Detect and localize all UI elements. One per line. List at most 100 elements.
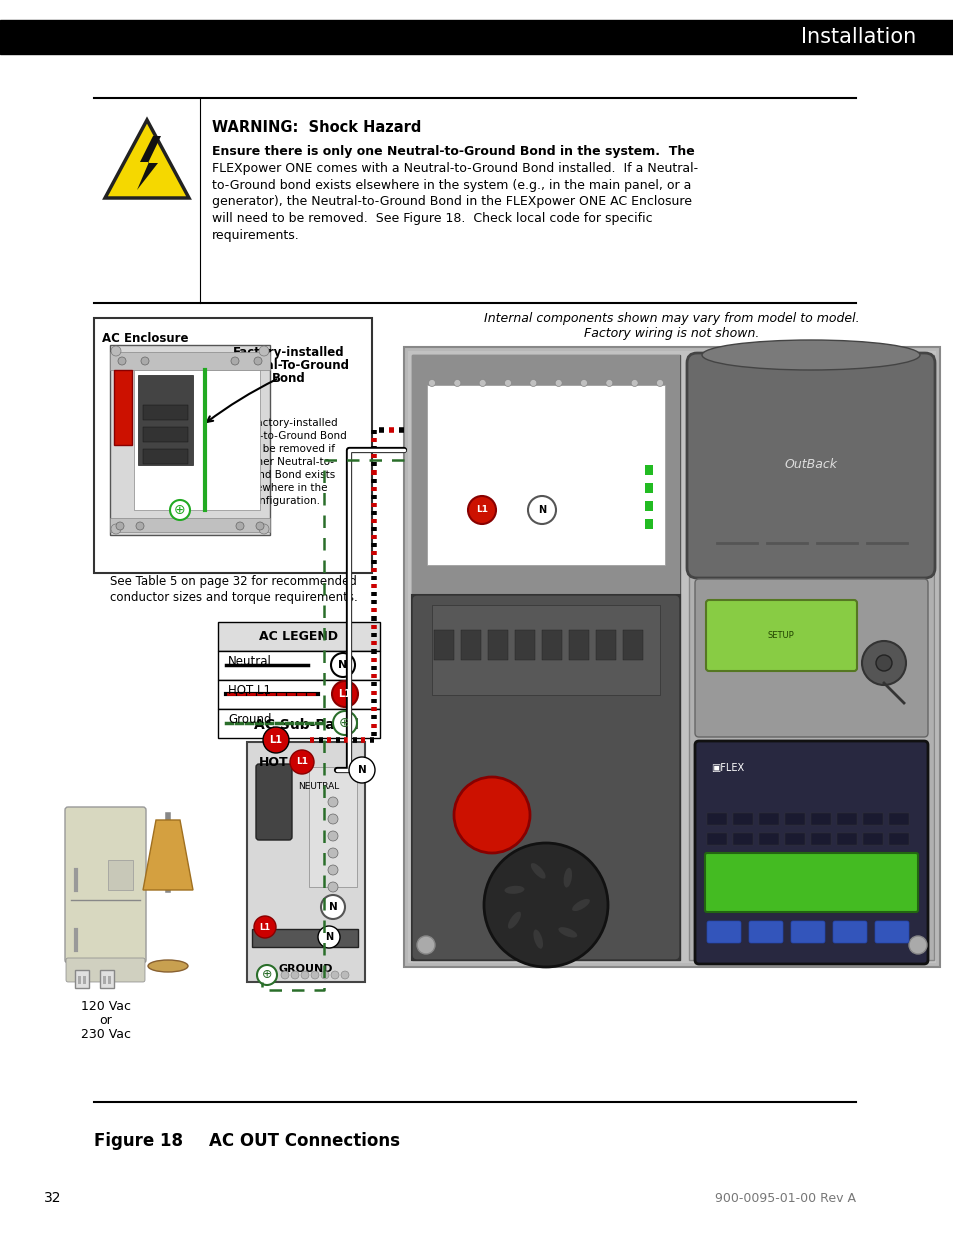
FancyBboxPatch shape bbox=[832, 921, 866, 944]
Bar bbox=[108, 860, 132, 890]
Bar bbox=[732, 832, 752, 845]
Text: L1: L1 bbox=[338, 689, 351, 699]
Circle shape bbox=[328, 848, 337, 858]
Text: must be removed if: must be removed if bbox=[233, 445, 335, 454]
Bar bbox=[138, 375, 193, 466]
Bar bbox=[732, 873, 752, 885]
Ellipse shape bbox=[533, 930, 542, 948]
Circle shape bbox=[256, 965, 276, 986]
Circle shape bbox=[320, 895, 345, 919]
Bar bbox=[113, 370, 132, 445]
Circle shape bbox=[331, 971, 338, 979]
Text: L1: L1 bbox=[295, 757, 308, 767]
Bar bbox=[541, 630, 561, 659]
Text: requirements.: requirements. bbox=[212, 228, 299, 242]
Circle shape bbox=[862, 641, 905, 685]
Bar bbox=[836, 893, 856, 905]
Bar bbox=[862, 873, 882, 885]
Text: Bond: Bond bbox=[272, 372, 306, 385]
Bar bbox=[412, 354, 679, 960]
Circle shape bbox=[235, 522, 244, 530]
Bar bbox=[732, 813, 752, 825]
Text: N: N bbox=[328, 902, 337, 911]
Bar bbox=[732, 893, 752, 905]
Bar bbox=[888, 832, 908, 845]
Bar bbox=[432, 605, 659, 695]
Bar bbox=[759, 832, 779, 845]
Circle shape bbox=[328, 831, 337, 841]
Ellipse shape bbox=[701, 340, 919, 370]
Bar bbox=[133, 370, 260, 510]
Text: N: N bbox=[357, 764, 366, 776]
Bar bbox=[403, 347, 939, 967]
Circle shape bbox=[529, 379, 537, 387]
Text: Neutral-to-Ground Bond: Neutral-to-Ground Bond bbox=[221, 431, 347, 441]
Circle shape bbox=[328, 864, 337, 876]
Bar bbox=[75, 969, 89, 988]
Text: N: N bbox=[537, 505, 545, 515]
Bar bbox=[568, 630, 588, 659]
Circle shape bbox=[416, 936, 435, 953]
Bar bbox=[83, 976, 86, 984]
Bar bbox=[784, 873, 804, 885]
Text: or: or bbox=[99, 1014, 112, 1028]
Text: AC Enclosure: AC Enclosure bbox=[102, 332, 189, 345]
Bar bbox=[427, 385, 664, 564]
Bar bbox=[143, 427, 188, 442]
Circle shape bbox=[231, 357, 239, 366]
Bar bbox=[836, 853, 856, 864]
Circle shape bbox=[428, 379, 435, 387]
Text: Neutral: Neutral bbox=[228, 655, 272, 668]
Bar bbox=[810, 813, 830, 825]
FancyBboxPatch shape bbox=[686, 353, 934, 578]
Text: ⊕: ⊕ bbox=[261, 968, 272, 982]
Bar bbox=[644, 519, 652, 529]
Bar bbox=[836, 873, 856, 885]
Circle shape bbox=[291, 971, 298, 979]
Circle shape bbox=[328, 797, 337, 806]
Text: SETUP: SETUP bbox=[767, 631, 794, 641]
Circle shape bbox=[555, 379, 561, 387]
Bar bbox=[247, 742, 365, 982]
Bar bbox=[862, 832, 882, 845]
FancyBboxPatch shape bbox=[874, 921, 908, 944]
Circle shape bbox=[468, 496, 496, 524]
Circle shape bbox=[349, 757, 375, 783]
Circle shape bbox=[116, 522, 124, 530]
Bar bbox=[218, 680, 379, 709]
Bar bbox=[784, 813, 804, 825]
Bar bbox=[784, 832, 804, 845]
Bar bbox=[810, 832, 830, 845]
Bar bbox=[108, 976, 111, 984]
Bar bbox=[596, 630, 616, 659]
Text: Ground Bond exists: Ground Bond exists bbox=[233, 471, 335, 480]
Circle shape bbox=[331, 653, 355, 677]
FancyBboxPatch shape bbox=[706, 921, 740, 944]
Text: will need to be removed.  See Figure 18.  Check local code for specific: will need to be removed. See Figure 18. … bbox=[212, 212, 652, 225]
Ellipse shape bbox=[572, 899, 589, 911]
Text: WARNING:  Shock Hazard: WARNING: Shock Hazard bbox=[212, 120, 421, 135]
Bar bbox=[888, 873, 908, 885]
Circle shape bbox=[656, 379, 662, 387]
Circle shape bbox=[340, 971, 349, 979]
Circle shape bbox=[328, 814, 337, 824]
Ellipse shape bbox=[504, 885, 524, 894]
Bar bbox=[218, 622, 379, 651]
Bar bbox=[688, 354, 933, 960]
Bar bbox=[862, 853, 882, 864]
Text: ▣FLEX: ▣FLEX bbox=[710, 763, 743, 773]
Circle shape bbox=[328, 899, 337, 909]
Text: AC Sub-Panel: AC Sub-Panel bbox=[253, 718, 358, 732]
Bar bbox=[434, 630, 454, 659]
Text: generator), the Neutral-to-Ground Bond in the FLEXpower ONE AC Enclosure: generator), the Neutral-to-Ground Bond i… bbox=[212, 195, 691, 209]
Circle shape bbox=[290, 750, 314, 774]
Text: another Neutral-to-: another Neutral-to- bbox=[233, 457, 335, 467]
Ellipse shape bbox=[530, 863, 545, 878]
Text: AC OUT Connections: AC OUT Connections bbox=[209, 1132, 399, 1150]
Bar bbox=[218, 651, 379, 680]
Text: NEUTRAL: NEUTRAL bbox=[298, 782, 339, 790]
Circle shape bbox=[255, 522, 264, 530]
Circle shape bbox=[328, 882, 337, 892]
Bar bbox=[644, 501, 652, 511]
Circle shape bbox=[527, 496, 556, 524]
